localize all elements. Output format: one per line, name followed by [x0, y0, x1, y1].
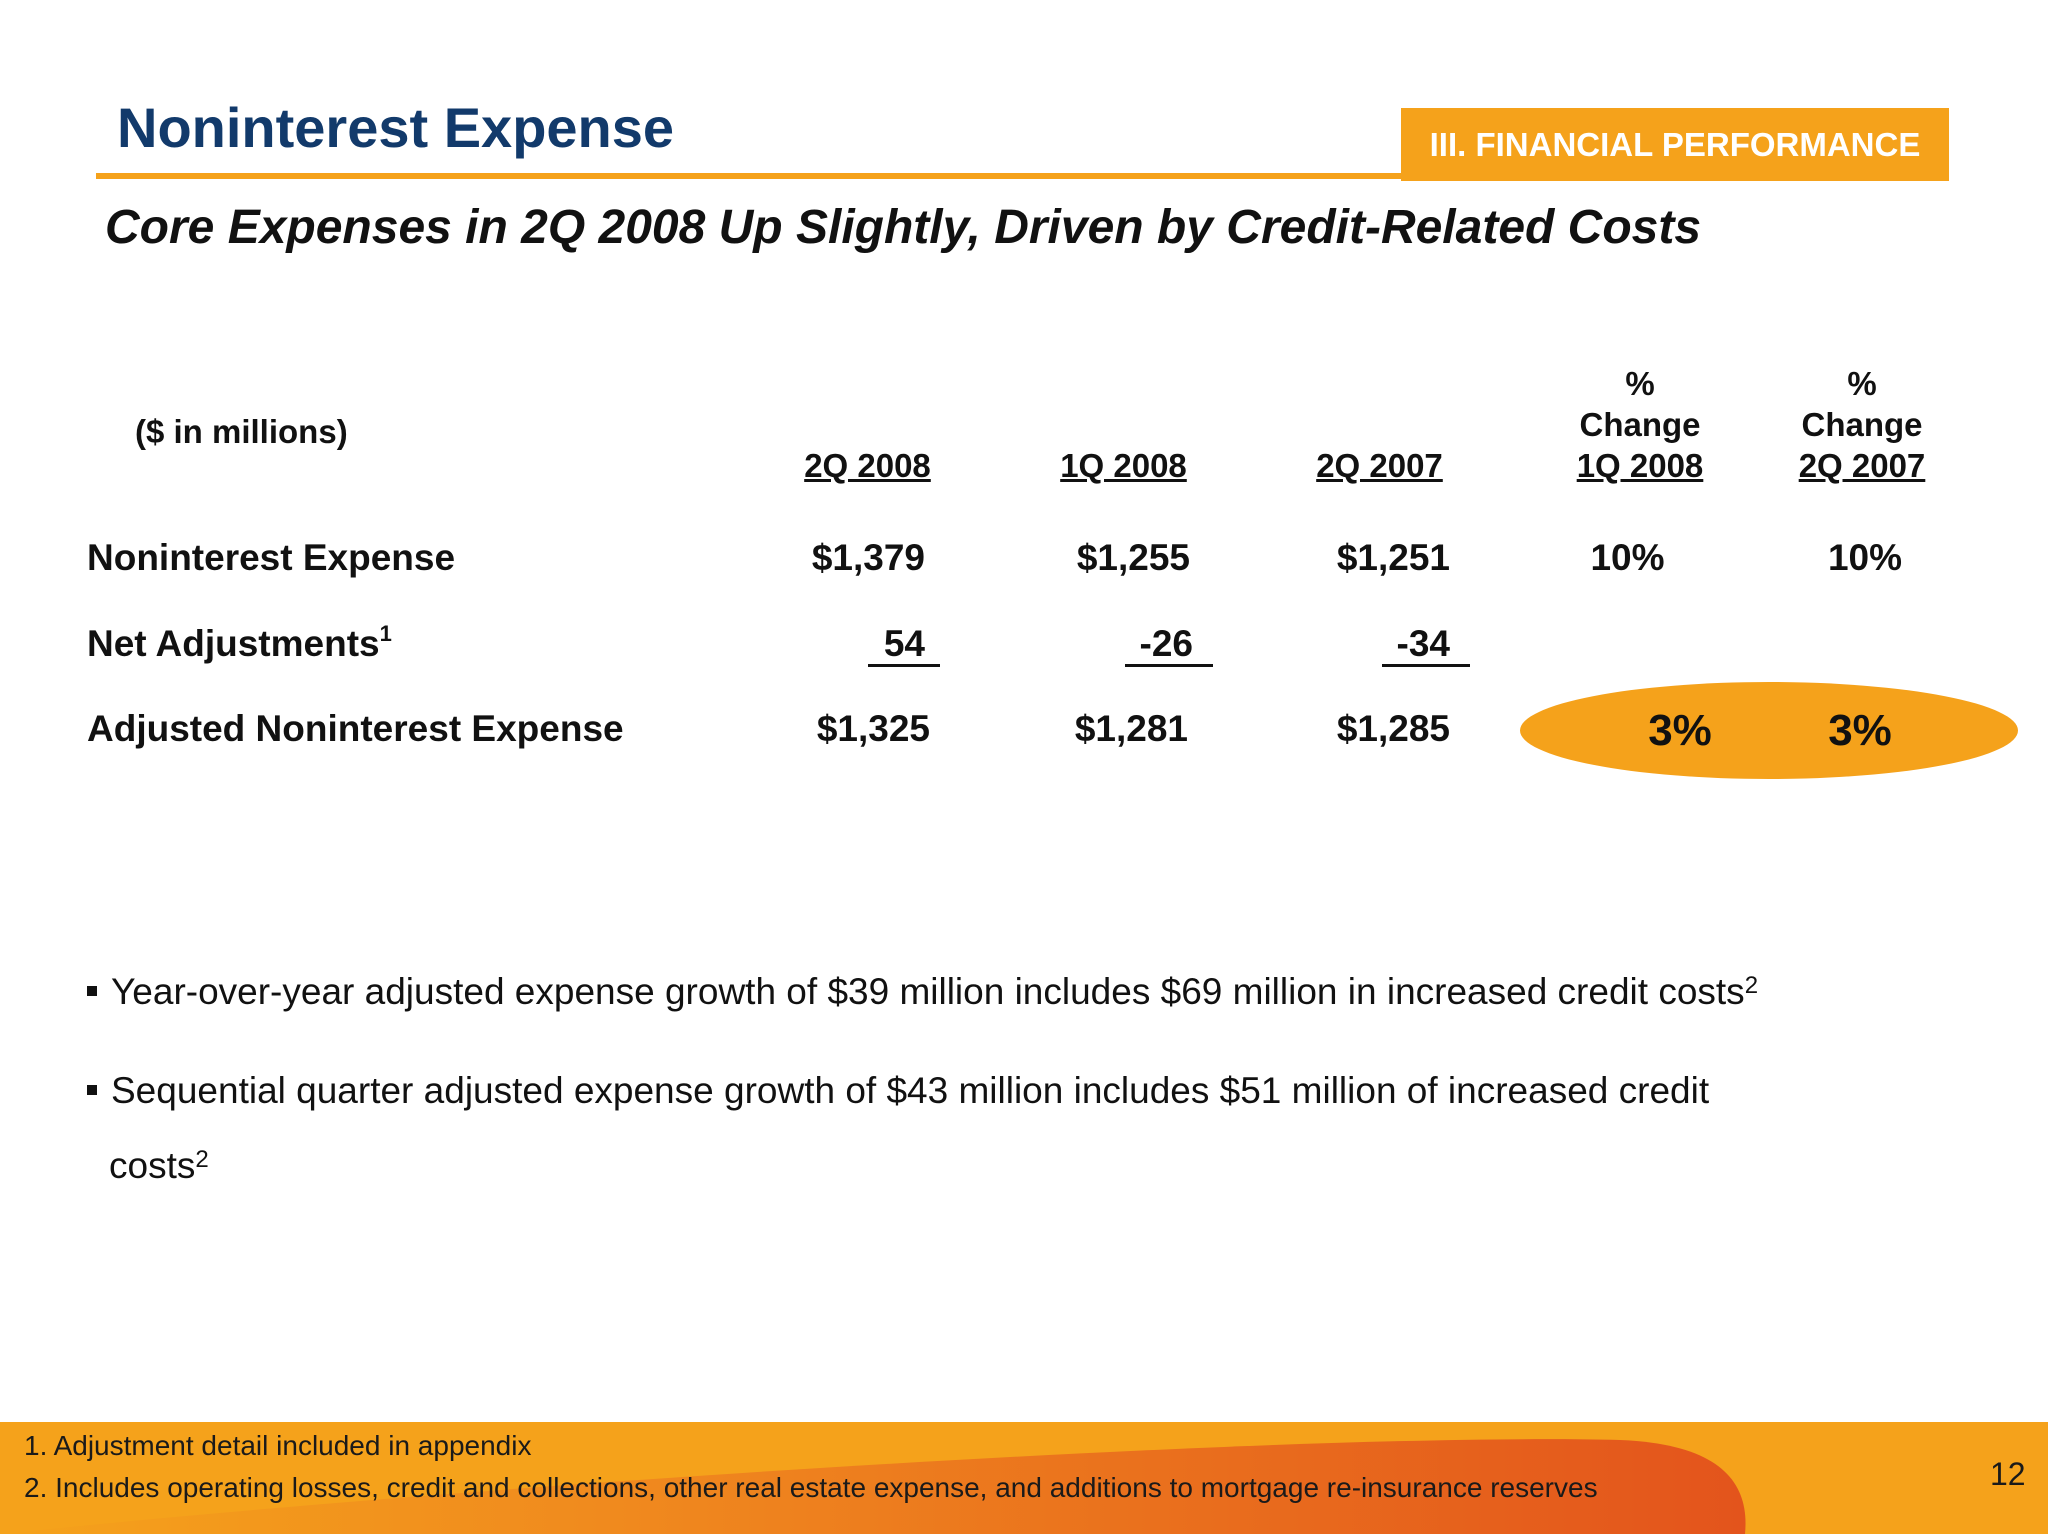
table-cell: $1,281 — [1074, 708, 1188, 749]
table-cell: -26 — [1139, 623, 1193, 664]
bullet-text: Year-over-year adjusted expense growth o… — [111, 971, 1745, 1012]
bullet-square-icon — [87, 1085, 97, 1095]
column-header-1q-2008: 1Q 2008 — [1046, 445, 1201, 486]
subtotal-underline — [1125, 664, 1213, 667]
table-cell: $1,379 — [811, 537, 925, 578]
bullet-text: Sequential quarter adjusted expense grow… — [111, 1070, 1710, 1111]
bullet-item: Sequential quarter adjusted expense grow… — [87, 1053, 1917, 1203]
units-label: ($ in millions) — [135, 413, 348, 450]
column-header-label: 1Q 2008 — [1576, 447, 1704, 484]
table-cell: $1,325 — [816, 708, 930, 749]
table-cell: $1,285 — [1336, 708, 1450, 749]
row-label-text: Net Adjustments — [87, 623, 380, 664]
column-header-pct-change-1q-2008: % Change 1Q 2008 — [1560, 363, 1720, 486]
row-label-text: Noninterest Expense — [87, 537, 456, 578]
highlighted-pct-change-1q: 3% — [1648, 706, 1712, 755]
column-header-top: % — [1625, 365, 1655, 402]
table-cell: $1,251 — [1336, 537, 1450, 578]
footnote-2: 2. Includes operating losses, credit and… — [24, 1472, 1598, 1503]
column-header-mid: Change — [1579, 406, 1701, 443]
highlight-ellipse — [1520, 682, 2018, 779]
row-label-net-adjustments: Net Adjustments1 — [87, 621, 392, 665]
table-cell: 54 — [883, 623, 925, 664]
column-header-2q-2007: 2Q 2007 — [1302, 445, 1457, 486]
bullet-square-icon — [87, 986, 97, 996]
row-label-text: Adjusted Noninterest Expense — [87, 708, 624, 749]
column-header-label: 2Q 2007 — [1316, 447, 1443, 484]
column-header-label: 1Q 2008 — [1060, 447, 1187, 484]
footer-swoosh-graphic — [0, 1439, 1746, 1534]
subtotal-underline — [868, 664, 940, 667]
column-header-mid: Change — [1801, 406, 1923, 443]
footnote-1: 1. Adjustment detail included in appendi… — [24, 1430, 532, 1461]
table-cell: $1,255 — [1076, 537, 1190, 578]
row-label-adjusted-noninterest-expense: Adjusted Noninterest Expense — [87, 708, 624, 750]
page-title: Noninterest Expense — [117, 96, 675, 159]
footnote-ref: 1 — [379, 621, 392, 646]
bullet-continuation: costs2 — [87, 1128, 1917, 1203]
row-label-noninterest-expense: Noninterest Expense — [87, 537, 455, 579]
column-header-label: 2Q 2007 — [1798, 447, 1926, 484]
section-badge: III. FINANCIAL PERFORMANCE — [1401, 108, 1949, 181]
column-header-top: % — [1847, 365, 1877, 402]
bullet-text-cont: costs — [109, 1145, 196, 1186]
footer-band — [0, 1422, 2048, 1534]
subtotal-underline — [1382, 664, 1470, 667]
column-header-label: 2Q 2008 — [804, 447, 931, 484]
slide-subtitle: Core Expenses in 2Q 2008 Up Slightly, Dr… — [105, 201, 1702, 254]
footnote-ref: 2 — [195, 1146, 209, 1173]
highlighted-pct-change-2q: 3% — [1828, 706, 1892, 755]
table-cell: 10% — [1590, 537, 1665, 578]
table-cell: -34 — [1396, 623, 1450, 664]
table-cell: 10% — [1827, 537, 1903, 578]
footnote-ref: 2 — [1744, 972, 1759, 999]
bullet-item: Year-over-year adjusted expense growth o… — [87, 954, 1917, 1029]
title-underline — [96, 173, 1401, 179]
column-header-pct-change-2q-2007: % Change 2Q 2007 — [1782, 363, 1942, 486]
page-number: 12 — [1990, 1456, 2026, 1492]
column-header-2q-2008: 2Q 2008 — [790, 445, 945, 486]
